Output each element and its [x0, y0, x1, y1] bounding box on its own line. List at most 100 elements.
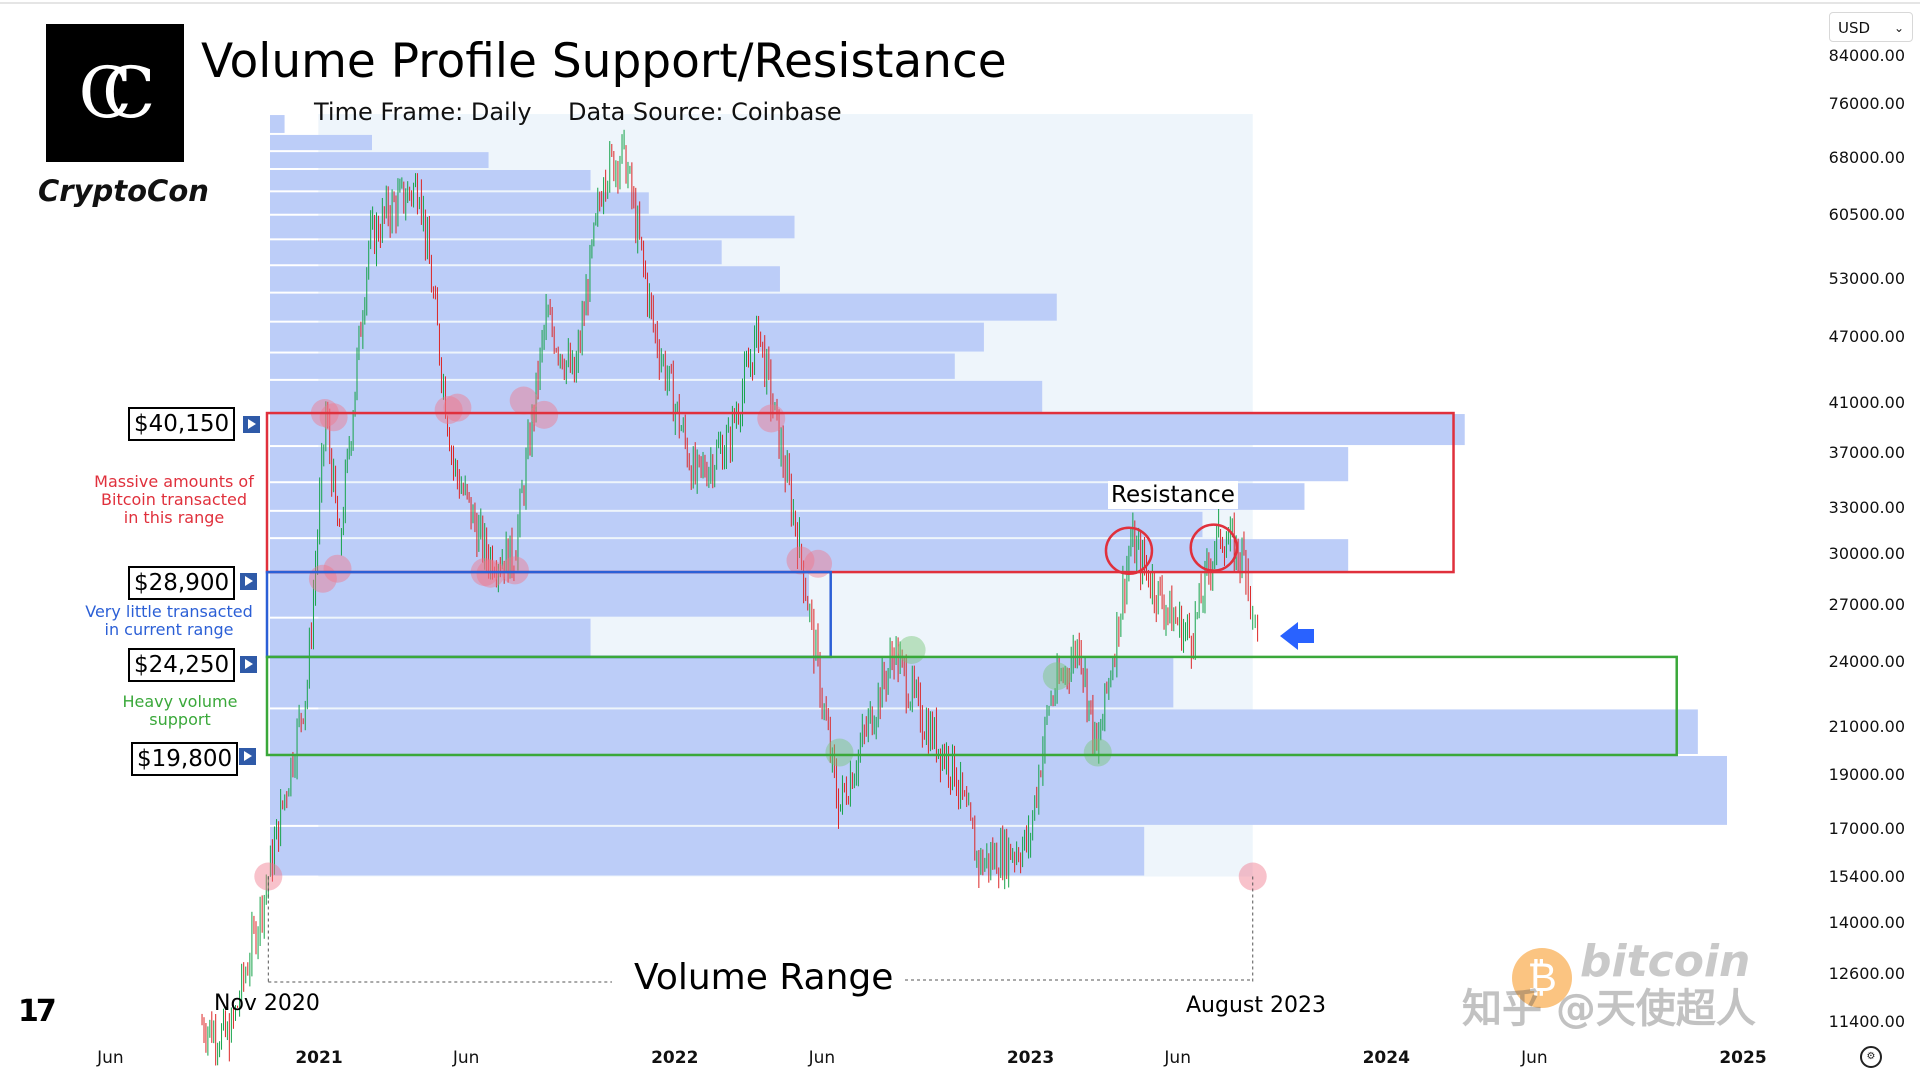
x-tick-label: Jun: [97, 1048, 124, 1068]
level-label-24250: $24,250: [128, 648, 236, 682]
volume-profile: [270, 115, 1727, 876]
y-tick-label: 27000.00: [1828, 594, 1905, 614]
y-tick-label: 12600.00: [1828, 963, 1905, 983]
touch-marker: [509, 386, 538, 415]
y-tick-label: 37000.00: [1828, 442, 1905, 462]
level-marker-icon: [239, 748, 256, 765]
touch-marker: [319, 403, 348, 432]
watermark-logo: bitcoin: [1580, 936, 1751, 987]
touch-marker: [1083, 738, 1112, 767]
current-price-arrow-tail: [1297, 629, 1314, 643]
volume-bar: [270, 134, 372, 151]
touch-marker: [897, 635, 926, 664]
y-tick-label: 19000.00: [1828, 764, 1905, 784]
y-tick-label: 15400.00: [1828, 866, 1905, 886]
currency-value: USD: [1838, 19, 1871, 37]
y-tick-label: 21000.00: [1828, 716, 1905, 736]
y-tick-label: 14000.00: [1828, 912, 1905, 932]
resistance-circle: [1104, 526, 1154, 576]
chevron-down-icon: ⌄: [1893, 21, 1904, 35]
price-series: [201, 129, 1259, 1066]
data-source-label: Data Source: Coinbase: [568, 98, 842, 126]
settings-icon[interactable]: ⚙: [1860, 1046, 1882, 1068]
x-tick-label: 2021: [295, 1048, 343, 1068]
y-tick-label: 76000.00: [1828, 94, 1905, 114]
touch-marker: [434, 396, 463, 425]
y-tick-label: 11400.00: [1828, 1012, 1905, 1031]
currency-select[interactable]: USD ⌄: [1829, 12, 1913, 42]
level-marker-icon: [240, 573, 257, 590]
zone-green: [265, 655, 1678, 757]
volume-bar: [270, 293, 1057, 321]
volume-bar: [270, 322, 984, 352]
range-start-label: Nov 2020: [214, 991, 320, 1016]
volume-bar: [270, 709, 1698, 754]
touch-marker: [530, 400, 559, 429]
volume-bar: [270, 826, 1145, 876]
volume-bar: [270, 539, 1349, 572]
volume-bar: [270, 215, 795, 239]
touch-marker: [1042, 662, 1071, 691]
zone-red: [265, 411, 1455, 574]
volume-bar: [270, 618, 591, 656]
volume-bar: [270, 266, 780, 292]
touch-marker: [500, 556, 529, 585]
y-tick-label: 84000.00: [1828, 46, 1905, 65]
volume-bar: [270, 380, 1043, 413]
note-blue: Very little transacted in current range: [85, 602, 253, 639]
price-zones: [265, 411, 1678, 757]
x-tick-label: Jun: [452, 1048, 480, 1068]
cryptocon-logo: CC: [46, 24, 184, 162]
time-frame-label: Time Frame: Daily: [314, 98, 532, 126]
volume-bar: [270, 169, 591, 191]
volume-bar: [270, 414, 1465, 446]
touch-marker: [804, 549, 833, 578]
note-green: Heavy volume support: [122, 692, 238, 729]
level-marker-icon: [243, 416, 260, 433]
y-tick-label: 47000.00: [1828, 326, 1905, 346]
y-tick-label: 53000.00: [1828, 268, 1905, 288]
y-tick-label: 30000.00: [1828, 544, 1905, 563]
touch-marker: [443, 393, 472, 422]
watermark-bitcoin-icon: ₿: [1512, 948, 1572, 1008]
current-price-arrow-icon: [1280, 622, 1298, 650]
touch-marker: [825, 738, 854, 767]
level-label-40150: $40,150: [128, 407, 236, 441]
touch-marker: [757, 404, 786, 433]
x-tick-label: Jun: [1521, 1048, 1548, 1068]
touch-markers: [254, 386, 1267, 891]
level-label-19800: $19,800: [131, 742, 239, 776]
volume-bar: [270, 447, 1349, 482]
tradingview-logo-icon[interactable]: 17: [18, 994, 57, 1029]
volume-bar: [270, 353, 955, 379]
volume-bar: [270, 755, 1727, 825]
volume-bar: [270, 240, 722, 265]
resistance-circle: [1189, 523, 1239, 572]
watermark-text: 知乎 @天使超人: [1462, 986, 1756, 1032]
y-tick-label: 17000.00: [1828, 818, 1905, 838]
volume-bar: [270, 657, 1174, 708]
x-tick-label: 2025: [1719, 1048, 1767, 1068]
y-tick-label: 41000.00: [1828, 392, 1905, 412]
y-tick-label: 33000.00: [1828, 497, 1905, 517]
touch-marker: [786, 546, 815, 575]
volume-range-label: Volume Range: [630, 957, 898, 998]
touch-marker: [323, 554, 352, 583]
y-tick-label: 68000.00: [1828, 148, 1905, 168]
x-tick-label: 2022: [651, 1048, 699, 1068]
level-marker-icon: [240, 656, 257, 673]
volume-bar: [270, 115, 285, 133]
note-red: Massive amounts of Bitcoin transacted in…: [94, 472, 254, 527]
y-tick-label: 60500.00: [1828, 204, 1905, 224]
resistance-label: Resistance: [1108, 481, 1238, 509]
range-end-label: August 2023: [1186, 993, 1326, 1018]
x-tick-label: Jun: [808, 1048, 836, 1068]
volume-bar: [270, 573, 810, 617]
range-guides: [0, 2, 1920, 983]
x-tick-label: 2024: [1362, 1048, 1410, 1068]
chart-title: Volume Profile Support/Resistance: [201, 34, 1007, 89]
level-label-28900: $28,900: [128, 566, 236, 600]
volume-bar: [270, 192, 649, 214]
